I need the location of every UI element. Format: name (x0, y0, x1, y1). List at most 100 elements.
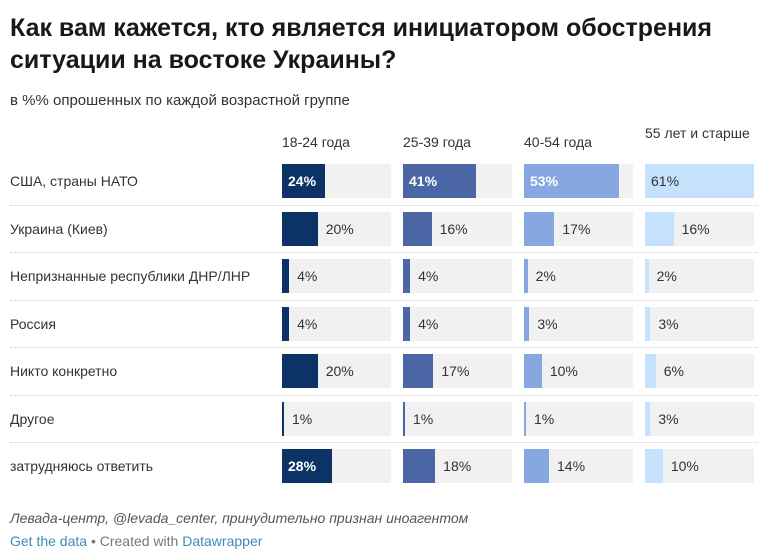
bar-track: 18% (403, 449, 512, 483)
value-label: 1% (534, 410, 555, 427)
row-separator (10, 442, 758, 443)
value-label: 53% (530, 173, 559, 189)
row-label: США, страны НАТО (10, 173, 138, 189)
value-label: 3% (537, 315, 558, 332)
bar-track: 6% (645, 354, 754, 388)
bar (524, 211, 555, 246)
bar-track: 1% (524, 401, 633, 436)
bar (645, 449, 663, 483)
bar (282, 354, 318, 388)
bar-track: 3% (524, 306, 633, 341)
bar-track: 3% (645, 306, 754, 341)
bar-track: 61% (645, 164, 754, 198)
bar (524, 401, 526, 436)
row-separator (10, 299, 758, 301)
source-note: Левада-центр, @levada_center, принудител… (10, 510, 469, 526)
bar (403, 211, 432, 246)
value-label: 18% (443, 458, 472, 474)
bar (403, 164, 477, 198)
bar-track: 20% (282, 211, 391, 246)
bar (403, 259, 411, 293)
bar-track: 4% (403, 259, 512, 293)
value-label: 3% (658, 410, 679, 427)
bar (403, 449, 436, 483)
bar (524, 354, 542, 388)
bar-track: 41% (403, 164, 512, 198)
bar (645, 354, 656, 388)
bar-track: 28% (282, 449, 391, 483)
value-label: 16% (681, 220, 710, 237)
column-header: 40-54 года (524, 134, 592, 150)
bar (282, 401, 284, 436)
bar (282, 211, 318, 246)
bar (524, 449, 550, 483)
row-label: затрудняюсь ответить (10, 458, 154, 474)
bar-track: 4% (403, 306, 512, 341)
datawrapper-link[interactable]: Datawrapper (182, 533, 263, 549)
bar-track: 1% (403, 401, 512, 436)
value-label: 4% (297, 268, 318, 284)
bar (282, 164, 325, 198)
value-label: 2% (656, 268, 677, 284)
value-label: 10% (549, 363, 578, 379)
column-header: 25-39 года (403, 134, 471, 150)
value-label: 2% (535, 268, 556, 284)
bar-track: 10% (524, 354, 633, 388)
get-data-link[interactable]: Get the data (10, 533, 88, 549)
value-label: 14% (557, 458, 586, 474)
bar-track: 14% (524, 449, 633, 483)
value-label: 17% (441, 363, 470, 379)
row-separator (10, 252, 758, 253)
row-label: Непризнанные республики ДНР/ЛНР (10, 268, 251, 284)
bar-track: 1% (282, 401, 391, 436)
bar (403, 401, 405, 436)
value-label: 28% (288, 458, 317, 474)
chart-subtitle: в %% опрошенных по каждой возрастной гру… (10, 92, 350, 109)
bar (524, 259, 528, 293)
bar (524, 164, 619, 198)
value-label: 24% (288, 173, 317, 189)
bar-track: 10% (645, 449, 754, 483)
bar-track: 20% (282, 354, 391, 388)
value-label: 4% (297, 315, 318, 332)
value-label: 4% (418, 268, 439, 284)
bar-track: 16% (645, 211, 754, 246)
value-label: 20% (325, 363, 354, 379)
value-label: 1% (292, 410, 313, 427)
bar (645, 211, 674, 246)
bar-track: 2% (524, 259, 633, 293)
bar (645, 259, 649, 293)
row-label: Украина (Киев) (10, 220, 108, 237)
bar-track: 24% (282, 164, 391, 198)
value-label: 1% (413, 410, 434, 427)
row-label: Никто конкретно (10, 363, 118, 379)
bar (282, 306, 290, 341)
value-label: 6% (663, 363, 684, 379)
bar-track: 2% (645, 259, 754, 293)
bar-track: 17% (524, 211, 633, 246)
value-label: 10% (670, 458, 699, 474)
bar-track: 16% (403, 211, 512, 246)
bar (645, 306, 651, 341)
row-separator (10, 204, 758, 206)
bar-track: 3% (645, 401, 754, 436)
value-label: 3% (658, 315, 679, 332)
value-label: 41% (409, 173, 438, 189)
bar-track: 4% (282, 306, 391, 341)
value-label: 61% (651, 173, 680, 189)
bar (645, 164, 754, 198)
value-label: 16% (439, 220, 468, 237)
value-label: 17% (562, 220, 591, 237)
bar (645, 401, 651, 436)
chart-title: Как вам кажется, кто является инициаторо… (10, 14, 713, 74)
bar (282, 449, 333, 483)
value-label: 4% (418, 315, 439, 332)
row-separator (10, 347, 758, 348)
bar (403, 354, 434, 388)
bar (403, 306, 411, 341)
row-label: Россия (10, 315, 56, 332)
footer-separator: • Created with (87, 533, 183, 549)
bar-track: 53% (524, 164, 633, 198)
value-label: 20% (325, 220, 354, 237)
